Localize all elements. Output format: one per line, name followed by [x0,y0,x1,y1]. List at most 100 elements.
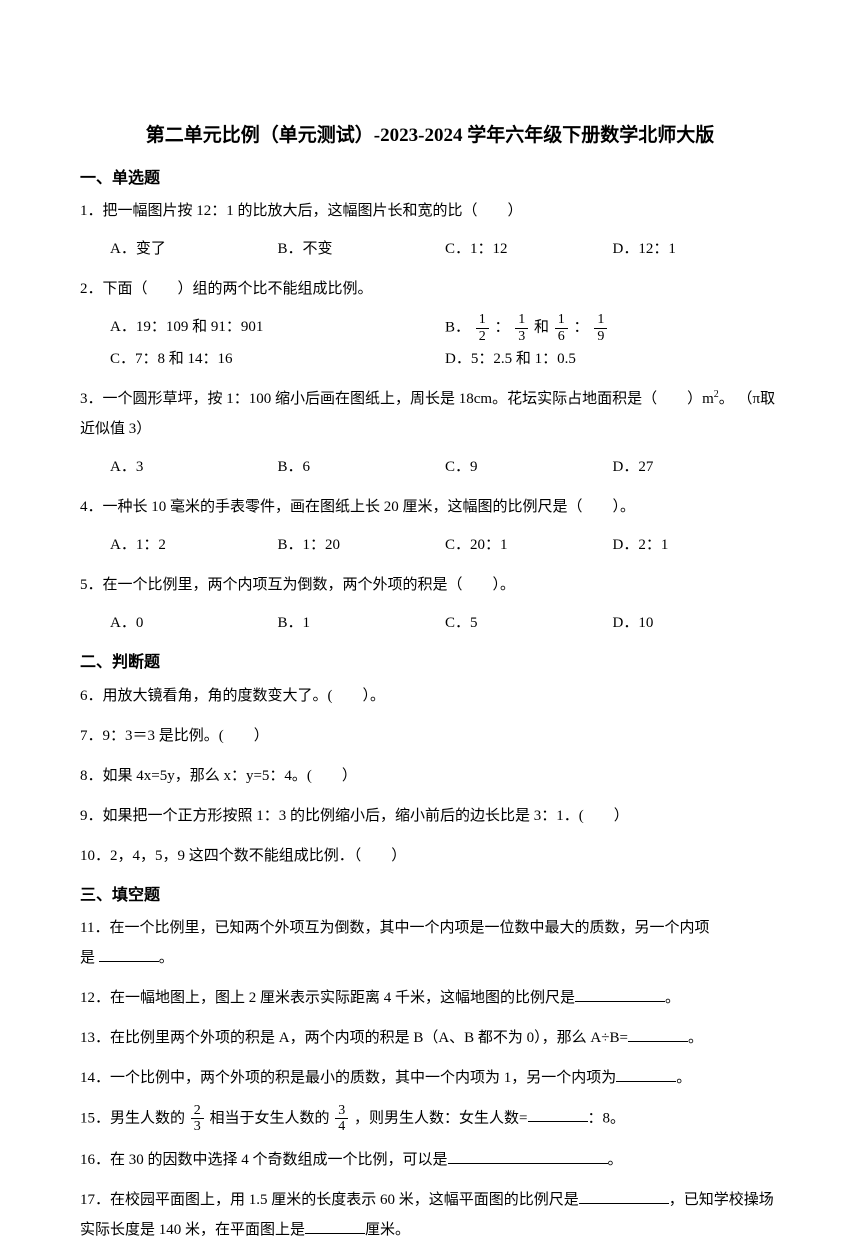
q11c: 。 [159,950,174,966]
q3-options: A．3 B．6 C．9 D．27 [80,452,780,482]
q3-text-main: 3．一个圆形草坪，按 1：100 缩小后画在图纸上，周长是 18cm。花坛实际占… [80,391,714,407]
q4-opt-b: B．1：20 [278,530,446,560]
question-16: 16．在 30 的因数中选择 4 个奇数组成一个比例，可以是。 [80,1145,780,1175]
fraction-3-4: 34 [335,1103,348,1135]
q12b: 。 [665,990,680,1006]
q1-opt-a: A．变了 [110,234,278,264]
q3-opt-b: B．6 [278,452,446,482]
q5-opt-b: B．1 [278,608,446,638]
question-8: 8．如果 4x=5y，那么 x：y=5：4。( ） [80,761,780,791]
q12-text: 12．在一幅地图上，图上 2 厘米表示实际距离 4 千米，这幅地图的比例尺是 。 [80,983,780,1013]
q1-opt-d: D．12：1 [613,234,781,264]
q2b-colon1: ： [495,320,514,336]
fraction-1-2: 12 [476,312,489,344]
question-7: 7．9：3＝3 是比例。( ） [80,721,780,751]
q7-text: 7．9：3＝3 是比例。( ） [80,721,780,751]
q2b-prefix: B． [445,320,470,336]
question-13: 13．在比例里两个外项的积是 A，两个内项的积是 B（A、B 都不为 0），那么… [80,1023,780,1053]
section-1-header: 一、单选题 [80,164,780,194]
q2b-colon2: ： [574,320,593,336]
question-5: 5．在一个比例里，两个内项互为倒数，两个外项的积是（ ）。 A．0 B．1 C．… [80,570,780,638]
fraction-1-6: 16 [555,312,568,344]
question-6: 6．用放大镜看角，角的度数变大了。( ）。 [80,681,780,711]
q11b: 是 [80,950,99,966]
q4-opt-a: A．1：2 [110,530,278,560]
q17c: 实际长度是 140 米，在平面图上是 [80,1222,305,1238]
blank-13 [628,1027,688,1042]
q5-opt-a: A．0 [110,608,278,638]
q17d: 厘米。 [365,1222,410,1238]
q2-opt-b: B． 12 ： 13 和 16 ： 19 [445,312,780,344]
q16-text: 16．在 30 的因数中选择 4 个奇数组成一个比例，可以是。 [80,1145,780,1175]
q14a: 14．一个比例中，两个外项的积是最小的质数，其中一个内项为 1，另一个内项为 [80,1070,616,1086]
blank-14 [616,1067,676,1082]
section-3-header: 三、填空题 [80,881,780,911]
q1-text: 1．把一幅图片按 12：1 的比放大后，这幅图片长和宽的比（ ） [80,196,780,226]
q3-opt-d: D．27 [613,452,781,482]
q15-text: 15．男生人数的 23 相当于女生人数的 34 ，则男生人数：女生人数= ：8。 [80,1103,780,1135]
q5-opt-c: C．5 [445,608,613,638]
q15c: ：8。 [588,1110,626,1126]
question-11: 11．在一个比例里，已知两个外项互为倒数，其中一个内项是一位数中最大的质数，另一… [80,913,780,973]
q12a: 12．在一幅地图上，图上 2 厘米表示实际距离 4 千米，这幅地图的比例尺是 [80,990,575,1006]
q2-text: 2．下面（ ）组的两个比不能组成比例。 [80,274,780,304]
q14-text: 14．一个比例中，两个外项的积是最小的质数，其中一个内项为 1，另一个内项为 。 [80,1063,780,1093]
question-1: 1．把一幅图片按 12：1 的比放大后，这幅图片长和宽的比（ ） A．变了 B．… [80,196,780,264]
q1-options: A．变了 B．不变 C．1：12 D．12：1 [80,234,780,264]
question-10: 10．2，4，5，9 这四个数不能组成比例．（ ） [80,841,780,871]
q8-text: 8．如果 4x=5y，那么 x：y=5：4。( ） [80,761,780,791]
q17a: 17．在校园平面图上，用 1.5 厘米的长度表示 60 米，这幅平面图的比例尺是 [80,1192,579,1208]
q17b: ，已知学校操场 [669,1192,774,1208]
q2b-and: 和 [534,320,553,336]
q10-text: 10．2，4，5，9 这四个数不能组成比例．（ ） [80,841,780,871]
question-4: 4．一种长 10 毫米的手表零件，画在图纸上长 20 厘米，这幅图的比例尺是（ … [80,492,780,560]
blank-11 [99,947,159,962]
q13-text: 13．在比例里两个外项的积是 A，两个内项的积是 B（A、B 都不为 0），那么… [80,1023,780,1053]
q4-text: 4．一种长 10 毫米的手表零件，画在图纸上长 20 厘米，这幅图的比例尺是（ … [80,492,780,522]
q11-text: 11．在一个比例里，已知两个外项互为倒数，其中一个内项是一位数中最大的质数，另一… [80,913,780,973]
q1-opt-b: B．不变 [278,234,446,264]
q13b: 。 [688,1030,703,1046]
q2-opt-c: C．7：8 和 14：16 [110,344,445,374]
blank-17a [579,1189,669,1204]
blank-15 [528,1107,588,1122]
q6-text: 6．用放大镜看角，角的度数变大了。( ）。 [80,681,780,711]
q16b: 。 [608,1152,623,1168]
section-2-header: 二、判断题 [80,648,780,678]
question-3: 3．一个圆形草坪，按 1：100 缩小后画在图纸上，周长是 18cm。花坛实际占… [80,384,780,482]
fraction-1-3: 13 [515,312,528,344]
page-title: 第二单元比例（单元测试）-2023-2024 学年六年级下册数学北师大版 [80,118,780,154]
q3-text: 3．一个圆形草坪，按 1：100 缩小后画在图纸上，周长是 18cm。花坛实际占… [80,384,780,444]
q2-options: A．19：109 和 91：901 B． 12 ： 13 和 16 ： 19 C… [80,312,780,374]
q15mid: 相当于女生人数的 [210,1110,334,1126]
q15b: ，则男生人数：女生人数= [354,1110,527,1126]
q5-text: 5．在一个比例里，两个内项互为倒数，两个外项的积是（ ）。 [80,570,780,600]
blank-17b [305,1219,365,1234]
q9-text: 9．如果把一个正方形按照 1：3 的比例缩小后，缩小前后的边长比是 3：1．( … [80,801,780,831]
q4-opt-c: C．20：1 [445,530,613,560]
question-14: 14．一个比例中，两个外项的积是最小的质数，其中一个内项为 1，另一个内项为 。 [80,1063,780,1093]
q3-opt-a: A．3 [110,452,278,482]
blank-12 [575,987,665,1002]
q14b: 。 [676,1070,691,1086]
question-2: 2．下面（ ）组的两个比不能组成比例。 A．19：109 和 91：901 B．… [80,274,780,374]
q2-opt-d: D．5：2.5 和 1：0.5 [445,344,780,374]
q11a: 11．在一个比例里，已知两个外项互为倒数，其中一个内项是一位数中最大的质数，另一… [80,920,709,936]
blank-16 [448,1149,608,1164]
q5-options: A．0 B．1 C．5 D．10 [80,608,780,638]
question-17: 17．在校园平面图上，用 1.5 厘米的长度表示 60 米，这幅平面图的比例尺是… [80,1185,780,1245]
q1-opt-c: C．1：12 [445,234,613,264]
q4-options: A．1：2 B．1：20 C．20：1 D．2：1 [80,530,780,560]
q5-opt-d: D．10 [613,608,781,638]
q15a: 15．男生人数的 [80,1110,189,1126]
fraction-1-9: 19 [594,312,607,344]
q3-opt-c: C．9 [445,452,613,482]
q17-text: 17．在校园平面图上，用 1.5 厘米的长度表示 60 米，这幅平面图的比例尺是… [80,1185,780,1245]
question-12: 12．在一幅地图上，图上 2 厘米表示实际距离 4 千米，这幅地图的比例尺是 。 [80,983,780,1013]
q2-opt-a: A．19：109 和 91：901 [110,312,445,344]
question-15: 15．男生人数的 23 相当于女生人数的 34 ，则男生人数：女生人数= ：8。 [80,1103,780,1135]
q13a: 13．在比例里两个外项的积是 A，两个内项的积是 B（A、B 都不为 0），那么… [80,1030,628,1046]
question-9: 9．如果把一个正方形按照 1：3 的比例缩小后，缩小前后的边长比是 3：1．( … [80,801,780,831]
q4-opt-d: D．2：1 [613,530,781,560]
fraction-2-3: 23 [191,1103,204,1135]
